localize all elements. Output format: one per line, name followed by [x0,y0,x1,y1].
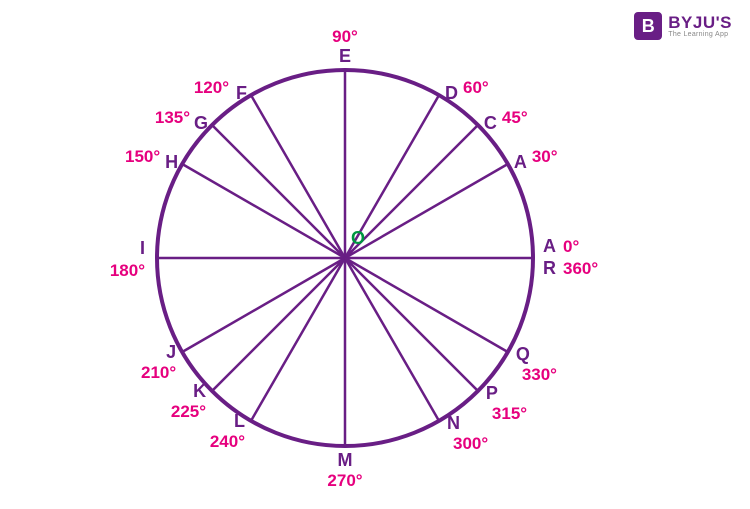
angle-label: 30° [532,147,558,166]
angle-label: 330° [522,365,557,384]
point-label: A [543,236,556,256]
point-label: A [514,152,527,172]
point-label: F [236,83,247,103]
circle-diagram: O A 0° A 30° C 45° D 60° E90° F 120° G135° H 150° I 180°… [0,0,750,509]
angle-label: 315° [492,404,527,423]
angle-label: 60° [463,78,489,97]
center-label: O [351,228,365,248]
angle-label: 0° [563,237,579,256]
point-label: M [338,450,353,470]
point-label: J [166,342,176,362]
point-label: L [234,411,245,431]
angle-label: 150° [125,147,160,166]
point-label: P [486,383,498,403]
angle-label: 135° [155,108,190,127]
angle-label: 240° [210,432,245,451]
angle-label: 90° [332,27,358,46]
point-label: Q [516,344,530,364]
point-label: E [339,46,351,66]
angle-label: 210° [141,363,176,382]
point-label: C [484,113,497,133]
angle-label: 360° [563,259,598,278]
point-label: G [194,113,208,133]
point-label: H [165,152,178,172]
point-label: R [543,258,556,278]
angle-label: 180° [110,261,145,280]
angle-label: 120° [194,78,229,97]
angle-label: 225° [171,402,206,421]
angle-label: 270° [327,471,362,490]
point-label: K [193,381,206,401]
point-label: D [445,83,458,103]
point-label: N [447,413,460,433]
angle-label: 300° [453,434,488,453]
angle-label: 45° [502,108,528,127]
point-label: I [140,238,145,258]
